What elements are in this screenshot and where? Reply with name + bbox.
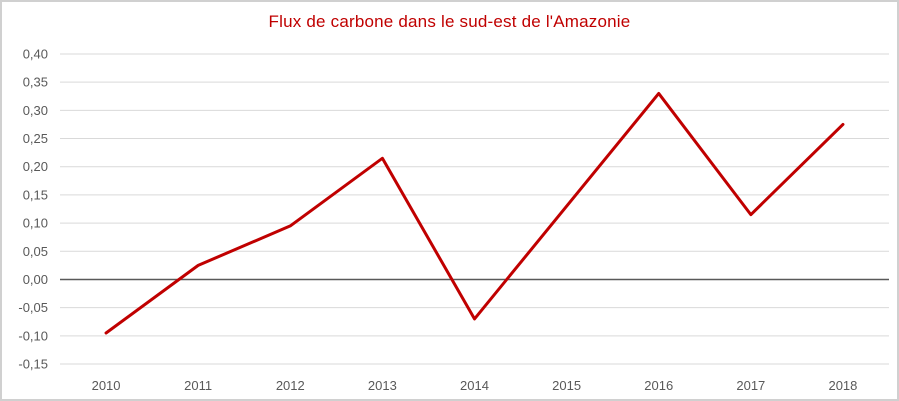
chart-title: Flux de carbone dans le sud-est de l'Ama… [268, 12, 631, 31]
x-axis-tick-label: 2016 [644, 378, 673, 393]
y-axis-tick-label: 0,25 [23, 131, 48, 146]
y-axis-tick-label: 0,30 [23, 103, 48, 118]
series-line [104, 91, 845, 335]
y-axis-tick-label: 0,10 [23, 216, 48, 231]
x-axis-tick-label: 2013 [368, 378, 397, 393]
y-axis-tick-label: -0,15 [18, 357, 48, 372]
x-axis-tick-label: 2014 [460, 378, 489, 393]
y-axis-tick-label: 0,40 [23, 47, 48, 62]
y-axis-tick-label: -0,05 [18, 300, 48, 315]
y-axis-tick-label: 0,15 [23, 187, 48, 202]
y-axis-tick-label: 0,20 [23, 159, 48, 174]
x-axis-tick-label: 2018 [828, 378, 857, 393]
x-axis-tick-label: 2015 [552, 378, 581, 393]
y-axis-tick-label: 0,05 [23, 244, 48, 259]
y-axis-tick-label: 0,00 [23, 272, 48, 287]
x-axis-tick-label: 2010 [92, 378, 121, 393]
x-axis-tick-label: 2012 [276, 378, 305, 393]
y-axis-tick-label: -0,10 [18, 328, 48, 343]
x-axis-tick-label: 2011 [184, 378, 212, 393]
y-axis-tick-label: 0,35 [23, 75, 48, 90]
x-axis-tick-label: 2017 [736, 378, 765, 393]
